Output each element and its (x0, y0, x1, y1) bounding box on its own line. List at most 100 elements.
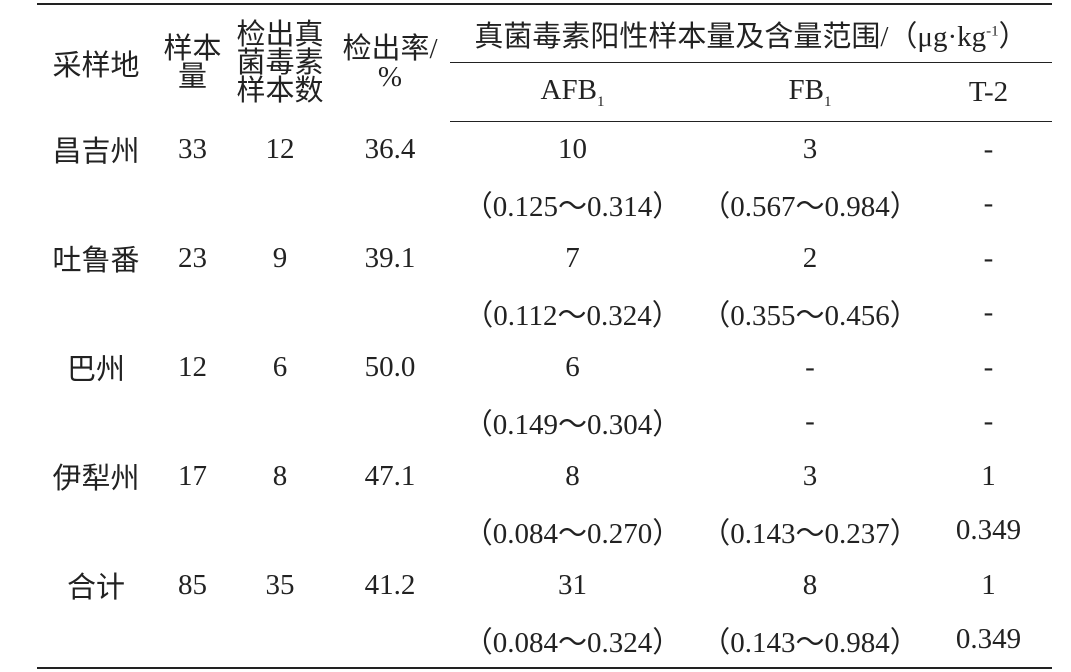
empty-cell (330, 504, 450, 559)
header-afb1: AFB1 (450, 62, 695, 122)
header-text: 真菌毒素阳性样本量及含量范围/（μg·kg (474, 20, 987, 53)
empty-cell (230, 504, 330, 559)
cell-region: 合计 (66, 572, 125, 605)
cell-detected: 35 (265, 568, 295, 601)
cell-count: - (983, 350, 994, 383)
cell-count: 3 (802, 132, 818, 165)
count-row: 巴州 12 6 50.0 6 - - (37, 340, 1052, 395)
empty-cell (230, 177, 330, 232)
empty-cell (330, 286, 450, 341)
cell-count: 1 (981, 568, 996, 601)
cell-region: 巴州 (66, 354, 125, 387)
subscript: 1 (823, 93, 832, 110)
header-fb1: FB1 (695, 62, 925, 122)
header-text: ） (998, 20, 1028, 53)
header-line: 量 (177, 61, 207, 94)
cell-range: （0.567～0.984） (701, 190, 919, 223)
cell-count: 2 (802, 241, 818, 274)
cell-detected: 9 (272, 241, 288, 274)
header-line: 检出率/ (342, 33, 438, 66)
empty-cell (155, 395, 230, 450)
range-row: （0.084～0.270） （0.143～0.237） 0.349 (37, 504, 1052, 559)
cell-samples: 23 (178, 241, 207, 274)
cell-count: 10 (558, 132, 587, 165)
header-rate: 检出率/% (330, 4, 450, 122)
header-line: 检出真 (236, 19, 324, 52)
empty-cell (37, 177, 155, 232)
header-line: 样本 (163, 33, 222, 66)
cell-range: （0.112～0.324） (464, 299, 681, 332)
cell-range: 0.349 (955, 514, 1022, 547)
header-samples: 样本量 (155, 4, 230, 122)
cell-range: 0.349 (955, 623, 1022, 656)
cell-detected: 12 (265, 132, 295, 165)
empty-cell (37, 395, 155, 450)
empty-cell (37, 504, 155, 559)
cell-samples: 85 (178, 568, 207, 601)
cell-range: - (983, 296, 994, 329)
empty-cell (155, 613, 230, 669)
empty-cell (155, 286, 230, 341)
range-row: （0.149～0.304） - - (37, 395, 1052, 450)
data-table: 采样地 样本量 检出真 菌毒素 样本数 检出率/% 真菌毒素阳性样本量及含量范围/（… (37, 3, 1052, 669)
subscript: 1 (596, 93, 605, 110)
header-detected: 检出真 菌毒素 样本数 (230, 4, 330, 122)
empty-cell (155, 504, 230, 559)
cell-region: 昌吉州 (52, 136, 140, 168)
count-row: 昌吉州 33 12 36.4 10 3 - (37, 122, 1052, 177)
header-region: 采样地 (52, 50, 140, 83)
empty-cell (330, 613, 450, 669)
empty-cell (37, 613, 155, 669)
header-group: 真菌毒素阳性样本量及含量范围/（μg·kg-1） (450, 4, 1052, 63)
header-text: AFB (540, 73, 597, 106)
cell-range: （0.125～0.314） (463, 190, 682, 223)
cell-rate: 41.2 (364, 568, 416, 601)
header-t2: T-2 (925, 62, 1052, 122)
header-line: 菌毒素 (236, 47, 324, 80)
cell-rate: 50.0 (364, 350, 416, 383)
cell-region: 伊犁州 (52, 463, 140, 496)
cell-samples: 12 (178, 350, 207, 383)
cell-detected: 6 (272, 350, 288, 383)
cell-count: 3 (802, 459, 818, 492)
empty-cell (37, 286, 155, 341)
empty-cell (230, 395, 330, 450)
cell-count: - (805, 350, 815, 383)
cell-count: 7 (565, 241, 580, 274)
cell-count: - (983, 241, 994, 274)
cell-count: 6 (565, 350, 580, 383)
cell-detected: 8 (272, 459, 288, 492)
empty-cell (230, 613, 330, 669)
table-body: 昌吉州 33 12 36.4 10 3- （0.125～0.314） （0.567～0.984… (37, 122, 1052, 669)
empty-cell (330, 177, 450, 232)
cell-range: （0.084～0.270） (463, 517, 682, 550)
cell-range: （0.084～0.324） (463, 626, 682, 659)
count-row: 合计 85 35 41.2 31 8 1 (37, 558, 1052, 613)
range-row: （0.084～0.324） （0.143～0.984） 0.349 (37, 613, 1052, 669)
cell-range: （0.143～0.237） (701, 517, 919, 550)
header-text: FB (788, 73, 824, 106)
header-line: 样本数 (236, 75, 324, 108)
cell-range: （0.149～0.304） (463, 408, 682, 441)
cell-range: - (983, 187, 994, 220)
cell-rate: 47.1 (364, 459, 416, 492)
range-row: （0.125～0.314） （0.567～0.984） - (37, 177, 1052, 232)
count-row: 吐鲁番 23 9 39.1 7 2 - (37, 231, 1052, 286)
empty-cell (330, 395, 450, 450)
cell-samples: 33 (178, 132, 207, 165)
cell-region: 吐鲁番 (52, 245, 140, 278)
count-row: 伊犁州 17 8 47.1 8 3 1 (37, 449, 1052, 504)
cell-count: - (983, 132, 994, 165)
superscript: -1 (986, 22, 999, 39)
cell-count: 31 (558, 568, 587, 601)
range-row: （0.112～0.324） （0.355～0.456） - (37, 286, 1052, 341)
cell-rate: 39.1 (364, 241, 416, 274)
cell-range: - (983, 405, 994, 438)
cell-count: 8 (565, 459, 580, 492)
cell-range: （0.355～0.456） (701, 299, 919, 332)
cell-range: （0.143～0.984） (701, 626, 919, 659)
cell-range: - (805, 405, 815, 438)
empty-cell (155, 177, 230, 232)
cell-samples: 17 (178, 459, 207, 492)
